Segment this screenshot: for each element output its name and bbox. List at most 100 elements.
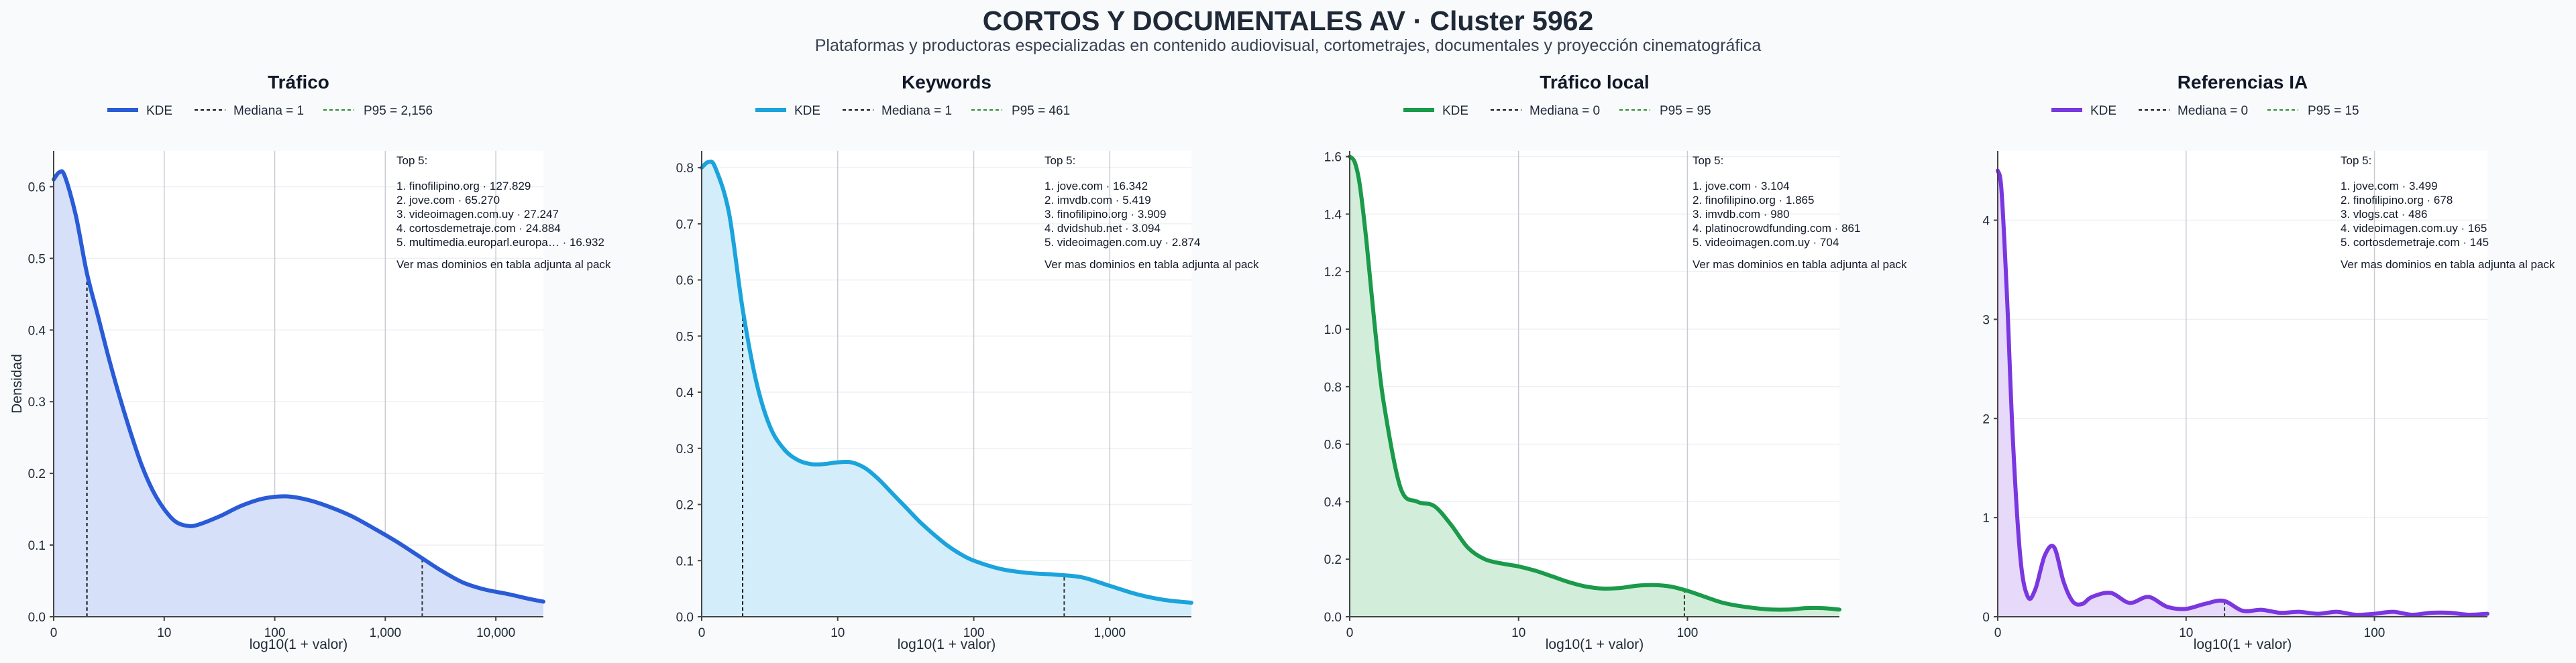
- y-axis-label: Densidad: [9, 354, 25, 414]
- kde-line: [700, 160, 1193, 605]
- y-tick-label: 1.4: [1324, 208, 1342, 222]
- y-tick-label: 0.3: [28, 396, 46, 410]
- top5-heading: Top 5:: [396, 154, 427, 167]
- top5-item: 5. videoimagen.com.uy · 704: [1693, 236, 1839, 249]
- panel-title: Referencias IA: [2178, 72, 2308, 93]
- top5-item: 2. finofilipino.org · 1.865: [1693, 194, 1814, 206]
- x-tick-label: 0: [50, 626, 58, 640]
- x-tick-label: 10: [1511, 626, 1525, 640]
- y-tick-label: 0.4: [28, 324, 46, 338]
- legend-p95-label: P95 = 2,156: [364, 104, 433, 118]
- top5-item: 4. dvidshub.net · 3.094: [1044, 222, 1161, 235]
- x-tick-label: 100: [1677, 626, 1699, 640]
- top5-item: 1. jove.com · 3.104: [1693, 180, 1790, 192]
- legend-kde-label: KDE: [1442, 104, 1468, 118]
- top5-item: 5. cortosdemetraje.com · 145: [2341, 236, 2489, 249]
- chart-panel-2: Keywords KDE Mediana = 1 P95 = 461 0.0 0.1 0.2…: [676, 72, 1259, 652]
- kde-line: [1996, 168, 2489, 617]
- top5-item: 1. jove.com · 3.499: [2341, 180, 2438, 192]
- y-tick-label: 0.5: [28, 252, 46, 266]
- top5-item: 1. jove.com · 16.342: [1044, 180, 1148, 192]
- legend: KDE Mediana = 0 P95 = 95: [1403, 104, 1711, 118]
- plot-area: [1998, 151, 2487, 617]
- y-tick-label: 0.6: [676, 274, 694, 288]
- y-tick-label: 1.0: [1324, 323, 1342, 337]
- top5-item: 4. platinocrowdfunding.com · 861: [1693, 222, 1860, 235]
- legend-p95-label: P95 = 15: [2308, 104, 2359, 118]
- panel-title: Tráfico local: [1540, 72, 1649, 93]
- x-axis-label: log10(1 + valor): [1546, 637, 1644, 652]
- y-tick-label: 0.2: [676, 499, 694, 513]
- top5-annotation: Top 5: 1. jove.com · 3.104 2. finofilipino…: [1693, 154, 1907, 271]
- legend-median-label: Mediana = 1: [881, 104, 952, 118]
- top5-item: 3. vlogs.cat · 486: [2341, 208, 2427, 221]
- top5-item: 1. finofilipino.org · 127.829: [396, 180, 531, 192]
- x-tick-label: 1,000: [1094, 626, 1126, 640]
- x-axis-label: log10(1 + valor): [250, 637, 348, 652]
- y-tick-label: 0.4: [676, 386, 694, 400]
- top5-item: 2. imvdb.com · 5.419: [1044, 194, 1151, 206]
- x-tick-label: 10: [2179, 626, 2193, 640]
- y-tick-label: 0.3: [676, 442, 694, 457]
- legend: KDE Mediana = 0 P95 = 15: [2051, 104, 2359, 118]
- top5-footnote: Ver mas dominios en tabla adjunta al pac…: [396, 258, 611, 271]
- chart-panel-1: Tráfico KDE Mediana = 1 P95 = 2,156 0.0 0.1 0.…: [9, 72, 611, 652]
- top5-annotation: Top 5: 1. jove.com · 16.342 2. imvdb.com ·…: [1044, 154, 1259, 271]
- legend: KDE Mediana = 1 P95 = 2,156: [107, 104, 433, 118]
- y-tick-label: 0.2: [1324, 553, 1342, 567]
- top5-item: 3. imvdb.com · 980: [1693, 208, 1790, 221]
- x-tick-label: 1,000: [370, 626, 402, 640]
- top5-heading: Top 5:: [1693, 154, 1723, 167]
- top5-footnote: Ver mas dominios en tabla adjunta al pac…: [1693, 258, 1907, 271]
- legend-kde-label: KDE: [146, 104, 172, 118]
- top5-item: 4. cortosdemetraje.com · 24.884: [396, 222, 561, 235]
- y-tick-label: 0.5: [676, 330, 694, 344]
- x-tick-label: 10: [830, 626, 845, 640]
- x-axis-label: log10(1 + valor): [898, 637, 996, 652]
- top5-item: 3. finofilipino.org · 3.909: [1044, 208, 1166, 221]
- x-tick-label: 10,000: [476, 626, 515, 640]
- y-tick-label: 0.2: [28, 467, 46, 481]
- kde-fill-area: [54, 171, 543, 617]
- y-tick-label: 0.8: [1324, 381, 1342, 395]
- y-tick-label: 1: [1982, 511, 1990, 526]
- top5-annotation: Top 5: 1. jove.com · 3.499 2. finofilipino…: [2341, 154, 2555, 271]
- chart-panel-4: Referencias IA KDE Mediana = 0 P95 = 15 0 1 2 3…: [1982, 72, 2555, 652]
- top5-heading: Top 5:: [1044, 154, 1075, 167]
- legend-median-label: Mediana = 0: [2178, 104, 2248, 118]
- x-tick-label: 0: [1346, 626, 1354, 640]
- top5-footnote: Ver mas dominios en tabla adjunta al pac…: [2341, 258, 2555, 271]
- top5-item: 3. videoimagen.com.uy · 27.247: [396, 208, 559, 221]
- legend-median-label: Mediana = 1: [233, 104, 304, 118]
- legend-median-label: Mediana = 0: [1529, 104, 1600, 118]
- y-tick-label: 0.1: [676, 554, 694, 568]
- x-axis-label: log10(1 + valor): [2194, 637, 2292, 652]
- legend-p95-label: P95 = 95: [1660, 104, 1711, 118]
- kde-fill-area: [1350, 156, 1839, 617]
- top5-item: 5. multimedia.europarl.europa… · 16.932: [396, 236, 604, 249]
- panel-title: Tráfico: [268, 72, 329, 93]
- x-tick-label: 10: [157, 626, 171, 640]
- y-tick-label: 0.8: [676, 162, 694, 176]
- top5-item: 5. videoimagen.com.uy · 2.874: [1044, 236, 1200, 249]
- x-tick-label: 100: [963, 626, 985, 640]
- panel-title: Keywords: [902, 72, 991, 93]
- legend-p95-label: P95 = 461: [1012, 104, 1070, 118]
- top5-item: 2. jove.com · 65.270: [396, 194, 500, 206]
- y-tick-label: 0.7: [676, 218, 694, 232]
- legend: KDE Mediana = 1 P95 = 461: [755, 104, 1070, 118]
- top5-heading: Top 5:: [2341, 154, 2371, 167]
- kde-line: [52, 169, 545, 604]
- page-title: CORTOS Y DOCUMENTALES AV · Cluster 5962: [982, 5, 1594, 36]
- y-tick-label: 0.0: [28, 611, 46, 625]
- y-tick-label: 0: [1982, 611, 1990, 625]
- y-tick-label: 0.1: [28, 539, 46, 553]
- x-tick-label: 0: [1994, 626, 2002, 640]
- y-tick-label: 0.4: [1324, 495, 1342, 509]
- page-subtitle: Plataformas y productoras especializadas…: [814, 36, 1762, 55]
- y-tick-label: 2: [1982, 412, 1990, 426]
- top5-item: 2. finofilipino.org · 678: [2341, 194, 2453, 206]
- y-tick-label: 0.6: [1324, 438, 1342, 453]
- y-tick-label: 3: [1982, 313, 1990, 327]
- y-tick-label: 0.0: [676, 611, 694, 625]
